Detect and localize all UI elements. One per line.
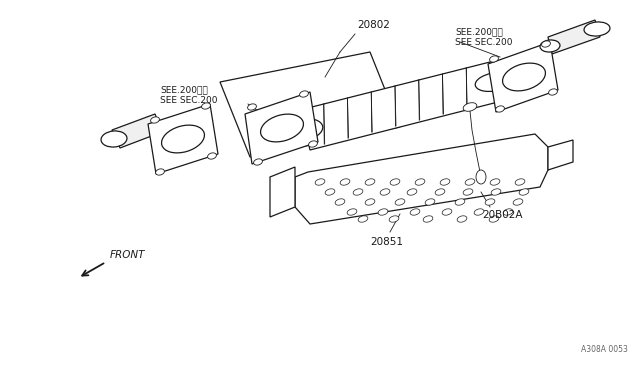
Ellipse shape <box>440 179 450 185</box>
Ellipse shape <box>378 209 388 215</box>
Ellipse shape <box>515 179 525 185</box>
Ellipse shape <box>513 199 523 205</box>
Ellipse shape <box>410 209 420 215</box>
Ellipse shape <box>390 179 400 185</box>
Ellipse shape <box>365 199 375 205</box>
Text: 20802: 20802 <box>357 20 390 30</box>
Text: SEE SEC.200: SEE SEC.200 <box>160 96 218 105</box>
Polygon shape <box>220 52 400 157</box>
Ellipse shape <box>442 209 452 215</box>
Ellipse shape <box>491 189 501 195</box>
Ellipse shape <box>253 159 262 165</box>
Ellipse shape <box>519 189 529 195</box>
Ellipse shape <box>308 141 317 147</box>
Ellipse shape <box>202 103 211 109</box>
Text: 20851: 20851 <box>370 237 403 247</box>
Polygon shape <box>148 104 218 174</box>
Ellipse shape <box>389 216 399 222</box>
Ellipse shape <box>503 209 513 215</box>
Ellipse shape <box>395 199 405 205</box>
Ellipse shape <box>347 209 357 215</box>
Polygon shape <box>548 140 573 170</box>
Ellipse shape <box>463 103 477 111</box>
Ellipse shape <box>315 179 325 185</box>
Ellipse shape <box>541 41 550 47</box>
Text: SEE SEC.200: SEE SEC.200 <box>455 38 513 47</box>
Ellipse shape <box>457 216 467 222</box>
Polygon shape <box>112 114 162 148</box>
Polygon shape <box>295 134 548 224</box>
Ellipse shape <box>540 40 560 52</box>
Text: FRONT: FRONT <box>110 250 145 260</box>
Ellipse shape <box>415 179 425 185</box>
Ellipse shape <box>353 189 363 195</box>
Polygon shape <box>245 92 318 164</box>
Ellipse shape <box>455 199 465 205</box>
Polygon shape <box>270 167 295 217</box>
Text: A308A 0053: A308A 0053 <box>581 345 628 354</box>
Ellipse shape <box>476 170 486 184</box>
Ellipse shape <box>365 179 375 185</box>
Ellipse shape <box>463 189 473 195</box>
Ellipse shape <box>490 179 500 185</box>
Ellipse shape <box>495 106 504 112</box>
Ellipse shape <box>358 216 368 222</box>
Ellipse shape <box>476 73 513 92</box>
Text: 20B02A: 20B02A <box>482 210 522 220</box>
Ellipse shape <box>207 153 216 159</box>
Ellipse shape <box>281 119 323 141</box>
Ellipse shape <box>150 117 159 123</box>
Ellipse shape <box>101 131 127 147</box>
Ellipse shape <box>300 91 308 97</box>
Ellipse shape <box>340 179 350 185</box>
Ellipse shape <box>260 114 303 142</box>
Ellipse shape <box>474 209 484 215</box>
Ellipse shape <box>435 189 445 195</box>
Ellipse shape <box>485 199 495 205</box>
Ellipse shape <box>425 199 435 205</box>
Ellipse shape <box>490 56 499 62</box>
Ellipse shape <box>502 63 545 91</box>
Polygon shape <box>300 62 498 150</box>
Ellipse shape <box>325 189 335 195</box>
Ellipse shape <box>248 104 257 110</box>
Text: SEE.200参照: SEE.200参照 <box>455 27 503 36</box>
Ellipse shape <box>584 22 610 36</box>
Ellipse shape <box>161 125 204 153</box>
Ellipse shape <box>548 89 557 95</box>
Text: SEE.200参照: SEE.200参照 <box>160 85 208 94</box>
Ellipse shape <box>156 169 164 175</box>
Ellipse shape <box>335 199 345 205</box>
Ellipse shape <box>423 216 433 222</box>
Polygon shape <box>548 20 600 54</box>
Ellipse shape <box>489 216 499 222</box>
Polygon shape <box>488 42 558 112</box>
Ellipse shape <box>465 179 475 185</box>
Ellipse shape <box>407 189 417 195</box>
Ellipse shape <box>380 189 390 195</box>
